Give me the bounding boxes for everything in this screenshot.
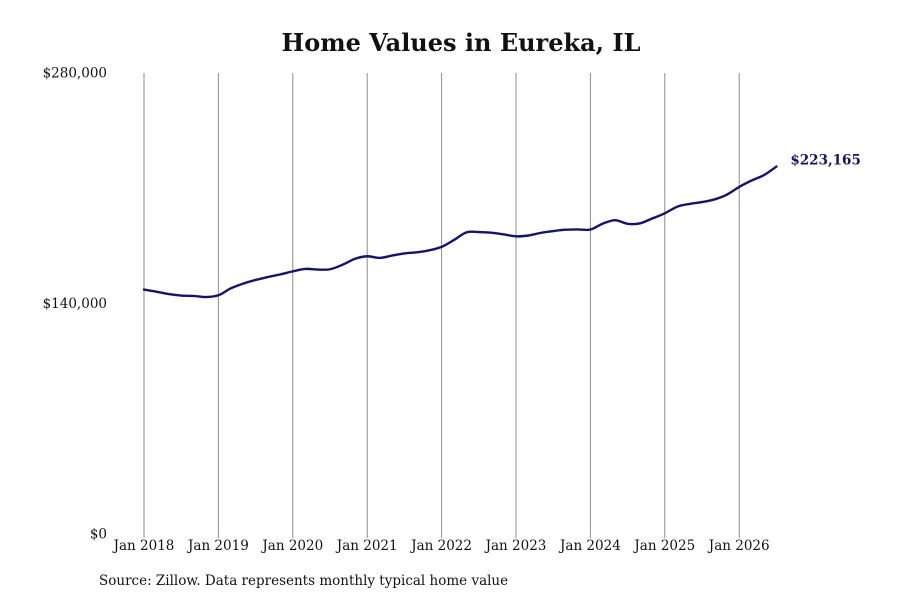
- x-tick-label-1: Jan 2019: [186, 538, 249, 554]
- x-tick-label-8: Jan 2026: [707, 538, 770, 554]
- chart-title: Home Values in Eureka, IL: [281, 28, 641, 57]
- x-tick-label-0: Jan 2018: [112, 538, 175, 554]
- y-tick-label-0: $0: [90, 527, 107, 543]
- source-note: Source: Zillow. Data represents monthly …: [99, 573, 509, 589]
- end-value-label: $223,165: [790, 153, 860, 169]
- y-tick-label-1: $140,000: [43, 296, 107, 312]
- end-labels: $223,165: [790, 153, 860, 169]
- y-axis-ticks: $0 $140,000 $280,000: [43, 66, 107, 543]
- x-tick-label-7: Jan 2025: [632, 538, 695, 554]
- y-tick-label-2: $280,000: [43, 66, 107, 82]
- x-tick-label-4: Jan 2022: [409, 538, 472, 554]
- series-lines: [142, 165, 778, 299]
- x-axis-ticks: Jan 2018 Jan 2019 Jan 2020 Jan 2021 Jan 2022…: [112, 534, 770, 554]
- x-tick-label-2: Jan 2020: [260, 538, 323, 554]
- x-tick-label-3: Jan 2021: [335, 538, 398, 554]
- x-tick-label-5: Jan 2023: [484, 538, 547, 554]
- gridlines: [143, 73, 740, 534]
- series-line-0: [142, 165, 778, 299]
- x-tick-label-6: Jan 2024: [558, 538, 621, 554]
